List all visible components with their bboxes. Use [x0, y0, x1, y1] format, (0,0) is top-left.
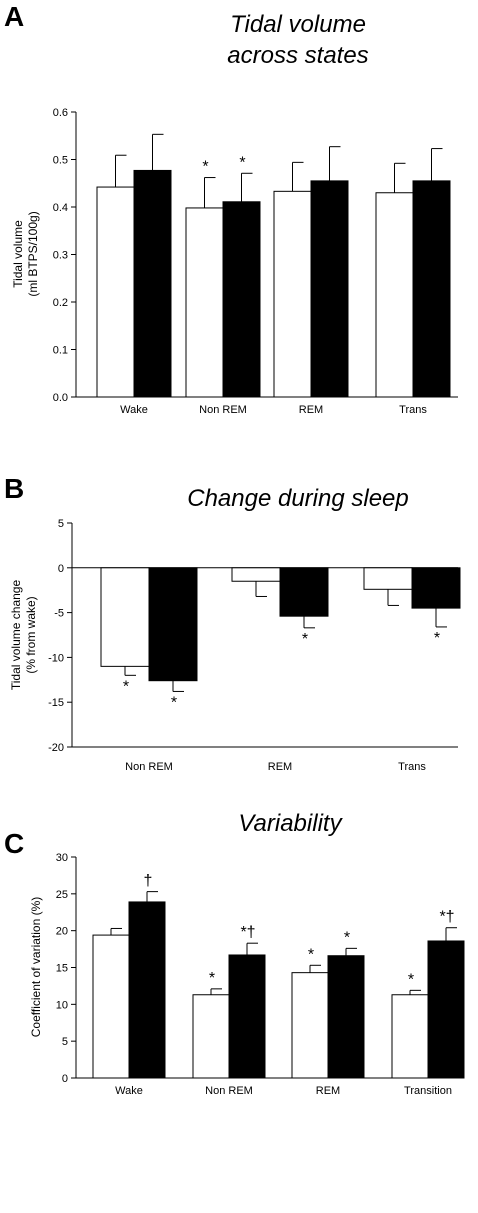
bar [128, 901, 166, 1079]
bar [185, 207, 224, 398]
x-tick-label: Transition [404, 1085, 452, 1097]
x-tick-label: REM [268, 761, 292, 773]
chart-title: Tidal volume [230, 11, 366, 38]
y-tick-label: -5 [54, 608, 64, 620]
y-tick-label: 0 [62, 1073, 68, 1085]
significance-marker: * [209, 970, 215, 987]
bar [192, 994, 230, 1079]
bar [96, 186, 135, 398]
significance-marker: *† [439, 909, 454, 926]
x-tick-label: Trans [399, 404, 427, 416]
bar [412, 180, 451, 398]
significance-marker: * [239, 154, 245, 171]
x-tick-label: REM [299, 404, 323, 416]
bar [291, 972, 329, 1079]
significance-marker: * [302, 631, 308, 648]
panel-label: C [4, 828, 24, 859]
bar [363, 567, 413, 590]
chart-title: Variability [238, 810, 343, 837]
bar [231, 567, 281, 582]
bar [92, 934, 130, 1079]
significance-marker: * [308, 946, 314, 963]
x-tick-label: Non REM [125, 761, 173, 773]
y-tick-label: 0.2 [53, 297, 68, 309]
x-tick-label: REM [316, 1085, 340, 1097]
x-tick-label: Wake [120, 404, 148, 416]
significance-marker: * [344, 929, 350, 946]
y-axis-label: (% from wake) [24, 596, 38, 673]
x-tick-label: Non REM [199, 404, 247, 416]
y-tick-label: 0.6 [53, 107, 68, 119]
y-axis-label: Tidal volume change [9, 580, 23, 691]
y-tick-label: 20 [56, 926, 68, 938]
x-tick-label: Non REM [205, 1085, 253, 1097]
y-tick-label: 0 [58, 563, 64, 575]
significance-marker: * [202, 159, 208, 176]
y-tick-label: 15 [56, 963, 68, 975]
bar [273, 190, 312, 398]
bar [310, 180, 349, 398]
y-tick-label: -10 [48, 652, 64, 664]
y-tick-label: 10 [56, 999, 68, 1011]
panel-label: A [4, 1, 24, 32]
x-tick-label: Wake [115, 1085, 143, 1097]
y-tick-label: 30 [56, 852, 68, 864]
significance-marker: * [171, 694, 177, 711]
y-tick-label: 0.1 [53, 345, 68, 357]
chart-panel-b: B Change during sleep Tidal volume change(… [4, 473, 461, 773]
y-axis-label: (ml BTPS/100g) [26, 211, 40, 296]
chart-panel-c: C Variability Coefficient of variation (%)… [4, 810, 465, 1097]
bar [100, 567, 150, 667]
y-tick-label: 0.5 [53, 155, 68, 167]
significance-marker: * [123, 678, 129, 695]
bar [391, 994, 429, 1079]
y-axis-label: Coefficient of variation (%) [29, 897, 43, 1038]
significance-marker: *† [240, 924, 255, 941]
bar [427, 940, 465, 1079]
y-axis-label: Tidal volume [11, 220, 25, 288]
y-tick-label: 5 [62, 1036, 68, 1048]
x-tick-label: Trans [398, 761, 426, 773]
significance-marker: † [144, 873, 153, 890]
significance-marker: * [434, 630, 440, 647]
y-tick-label: -20 [48, 742, 64, 754]
panel-label: B [4, 473, 24, 504]
y-tick-label: -15 [48, 697, 64, 709]
bar [279, 567, 329, 617]
bar [411, 567, 461, 609]
bar [327, 955, 365, 1079]
bar [133, 169, 172, 398]
bar [148, 567, 198, 682]
y-tick-label: 5 [58, 518, 64, 530]
bar [228, 954, 266, 1079]
chart-title: Change during sleep [187, 485, 409, 512]
y-tick-label: 0.0 [53, 392, 68, 404]
chart-title: across states [227, 42, 368, 69]
y-tick-label: 0.3 [53, 250, 68, 262]
bar [375, 192, 414, 398]
y-tick-label: 25 [56, 889, 68, 901]
significance-marker: * [408, 971, 414, 988]
bar [222, 201, 261, 398]
y-tick-label: 0.4 [53, 202, 68, 214]
